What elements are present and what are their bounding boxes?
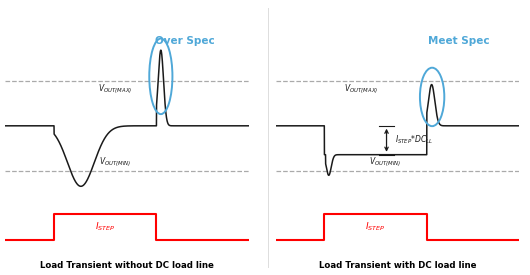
Text: I$\mathregular{_{STEP}}$*DC$\mathregular{_{LL}}$: I$\mathregular{_{STEP}}$*DC$\mathregular…: [395, 134, 434, 147]
Text: Load Transient without DC load line: Load Transient without DC load line: [40, 260, 214, 270]
Text: Load Transient with DC load line: Load Transient with DC load line: [319, 260, 476, 270]
Text: V$\mathregular{_{OUT(MIN)}}$: V$\mathregular{_{OUT(MIN)}}$: [99, 155, 131, 169]
Text: V$\mathregular{_{OUT(MAX)}}$: V$\mathregular{_{OUT(MAX)}}$: [344, 82, 378, 96]
Text: I$\mathregular{_{STEP}}$: I$\mathregular{_{STEP}}$: [365, 221, 386, 233]
Text: Meet Spec: Meet Spec: [428, 36, 489, 46]
Text: I$\mathregular{_{STEP}}$: I$\mathregular{_{STEP}}$: [95, 221, 116, 233]
Text: V$\mathregular{_{OUT(MAX)}}$: V$\mathregular{_{OUT(MAX)}}$: [98, 82, 132, 96]
Text: Over Spec: Over Spec: [155, 36, 214, 46]
Text: V$\mathregular{_{OUT(MIN)}}$: V$\mathregular{_{OUT(MIN)}}$: [369, 155, 402, 169]
